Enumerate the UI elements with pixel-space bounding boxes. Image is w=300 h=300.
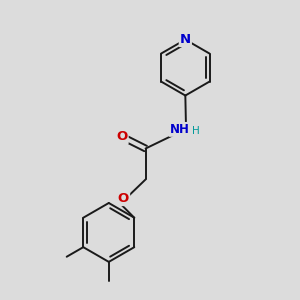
Text: NH: NH: [169, 123, 189, 136]
Text: N: N: [180, 33, 191, 46]
Text: O: O: [116, 130, 128, 143]
Text: O: O: [118, 192, 129, 205]
Text: H: H: [192, 126, 200, 136]
